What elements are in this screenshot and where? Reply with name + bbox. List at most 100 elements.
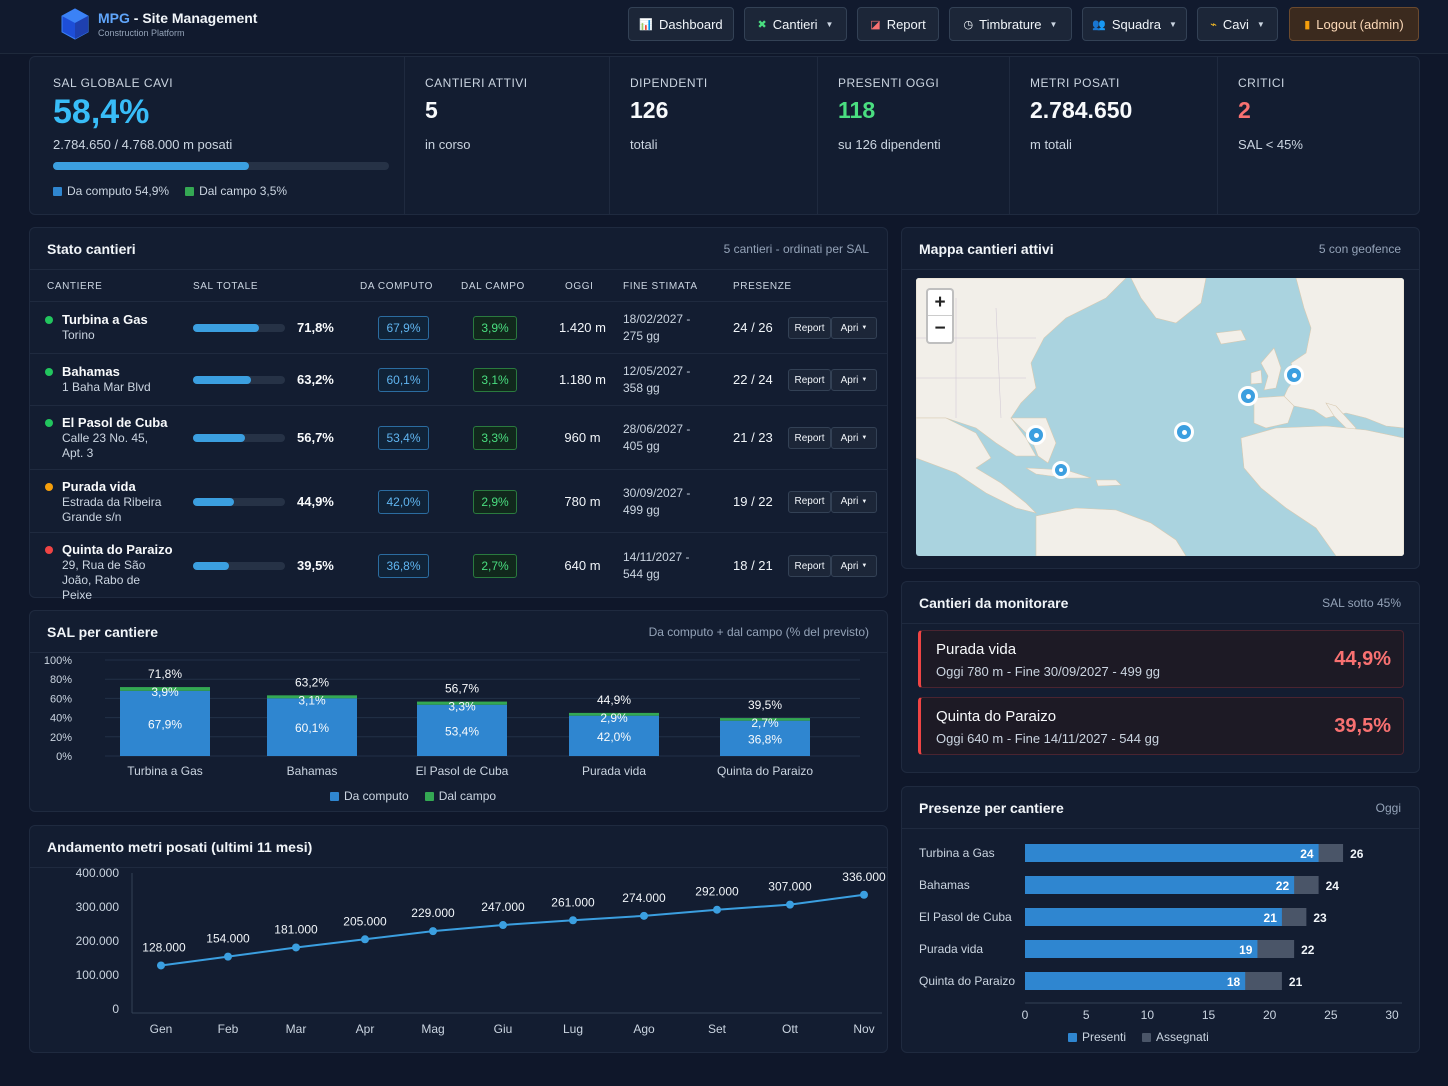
data-point[interactable] xyxy=(860,890,868,899)
chevron-down-icon: ▼ xyxy=(861,498,868,505)
logout-button[interactable]: ▮ Logout (admin) xyxy=(1289,7,1419,41)
status-dot xyxy=(45,368,53,376)
bar-dal-campo[interactable] xyxy=(120,687,210,691)
bar-presenti[interactable] xyxy=(1025,844,1319,862)
apri-dropdown[interactable]: Apri ▼ xyxy=(831,555,877,577)
bar-label-presenti: 18 xyxy=(1227,975,1241,989)
x-tick-label: 0 xyxy=(1022,1008,1029,1022)
monitor-name: Purada vida xyxy=(936,641,1017,658)
cable-icon: ⌁ xyxy=(1210,18,1217,31)
zoom-out-button[interactable]: − xyxy=(934,318,946,339)
panel-header: Andamento metri posati (ultimi 11 mesi) xyxy=(30,826,887,868)
sal-total: 71,8% xyxy=(297,320,334,335)
panel-header: Stato cantieri 5 cantieri - ordinati per… xyxy=(30,228,887,270)
legend-label: Presenti xyxy=(1082,1030,1127,1044)
nav-timbrature-dropdown[interactable]: ◷ Timbrature ▼ xyxy=(949,7,1072,41)
map-canvas[interactable]: + − xyxy=(916,278,1404,556)
zoom-in-button[interactable]: + xyxy=(928,290,952,316)
bar-dal-campo[interactable] xyxy=(417,701,507,705)
map-marker-cuba[interactable] xyxy=(1052,461,1070,479)
data-label: 292.000 xyxy=(695,885,739,899)
bar-label-presenti: 22 xyxy=(1276,879,1290,893)
bar-presenti[interactable] xyxy=(1025,940,1258,958)
bar-da-computo[interactable] xyxy=(417,704,507,756)
bar-presenti[interactable] xyxy=(1025,876,1295,894)
bar-label-assegnati: 21 xyxy=(1289,975,1303,989)
x-tick-label: Purada vida xyxy=(582,764,646,778)
bar-dal-campo[interactable] xyxy=(569,712,659,716)
data-point[interactable] xyxy=(499,921,507,930)
y-tick-label: 200.000 xyxy=(76,934,120,948)
data-point[interactable] xyxy=(640,911,648,920)
brand[interactable]: MPG - Site Management Construction Platf… xyxy=(60,8,257,40)
data-label: 154.000 xyxy=(206,932,250,946)
map-marker-torino[interactable] xyxy=(1284,365,1304,385)
apri-dropdown[interactable]: Apri ▼ xyxy=(831,490,877,513)
data-point[interactable] xyxy=(361,935,369,944)
metri-oggi: 960 m xyxy=(564,430,601,445)
nav-report-button[interactable]: ◪ Report xyxy=(857,7,939,41)
bar-total-label: 39,5% xyxy=(748,698,782,712)
chart-icon: 📊 xyxy=(639,18,654,31)
report-button[interactable]: Report xyxy=(788,555,831,577)
data-point[interactable] xyxy=(786,900,794,909)
bar-dal-campo[interactable] xyxy=(267,695,357,699)
report-button[interactable]: Report xyxy=(788,427,831,449)
y-tick-label: 20% xyxy=(50,732,72,744)
apri-dropdown[interactable]: Apri ▼ xyxy=(831,317,877,339)
table-row[interactable]: El Pasol de Cuba Calle 23 No. 45, Apt. 3… xyxy=(30,405,887,469)
table-row[interactable]: Turbina a Gas Torino 71,8% 67,9% 3,9% 1.… xyxy=(30,301,887,353)
report-button[interactable]: Report xyxy=(788,490,831,513)
data-point[interactable] xyxy=(224,952,232,961)
report-button[interactable]: Report xyxy=(788,317,831,339)
kpi-label: CRITICI xyxy=(1238,76,1285,90)
data-point[interactable] xyxy=(713,905,721,914)
nav-dashboard-button[interactable]: 📊 Dashboard xyxy=(628,7,734,41)
nav-cantieri-dropdown[interactable]: ✖ Cantieri ▼ xyxy=(744,7,847,41)
data-point[interactable] xyxy=(157,961,165,970)
data-label: 247.000 xyxy=(481,900,525,914)
sal-progress-track xyxy=(193,376,285,384)
x-tick-label: Feb xyxy=(218,1022,239,1036)
monitor-card[interactable]: Purada vida Oggi 780 m - Fine 30/09/2027… xyxy=(918,630,1404,688)
map-marker-portugal[interactable] xyxy=(1238,386,1258,406)
panel-title: SAL per cantiere xyxy=(47,624,159,640)
fine-date: 12/05/2027 - xyxy=(623,364,691,378)
monitor-card[interactable]: Quinta do Paraizo Oggi 640 m - Fine 14/1… xyxy=(918,697,1404,755)
data-point[interactable] xyxy=(569,916,577,925)
legend-item: Da computo xyxy=(330,789,409,803)
x-tick-label: Gen xyxy=(150,1022,173,1036)
bar-da-computo[interactable] xyxy=(267,698,357,756)
kpi-metri-posati: METRI POSATI 2.784.650 m totali xyxy=(1010,57,1218,215)
report-button[interactable]: Report xyxy=(788,369,831,391)
nav-squadra-dropdown[interactable]: 👥 Squadra ▼ xyxy=(1082,7,1187,41)
bar-da-computo[interactable] xyxy=(120,690,210,756)
col-header-cantiere: CANTIERE xyxy=(47,281,103,292)
map-marker-azores[interactable] xyxy=(1174,422,1194,442)
apri-dropdown[interactable]: Apri ▼ xyxy=(831,369,877,391)
table-row[interactable]: Quinta do Paraizo 29, Rua de São João, R… xyxy=(30,532,887,602)
bar-label-campo: 3,1% xyxy=(298,693,326,707)
fine-days: 405 gg xyxy=(623,439,660,453)
table-row[interactable]: Bahamas 1 Baha Mar Blvd 63,2% 60,1% 3,1%… xyxy=(30,353,887,405)
world-map xyxy=(916,278,1404,556)
bar-presenti[interactable] xyxy=(1025,908,1282,926)
data-point[interactable] xyxy=(429,927,437,936)
presenze: 19 / 22 xyxy=(733,493,773,509)
data-point[interactable] xyxy=(292,943,300,952)
map-marker-bahamas[interactable] xyxy=(1026,425,1046,445)
bar-dal-campo[interactable] xyxy=(720,718,810,721)
bar-da-computo[interactable] xyxy=(720,720,810,756)
apri-dropdown[interactable]: Apri ▼ xyxy=(831,427,877,449)
kpi-sub: SAL < 45% xyxy=(1238,137,1303,152)
tools-icon: ✖ xyxy=(757,18,767,31)
kpi-sal-globale: SAL GLOBALE CAVI 58,4% 2.784.650 / 4.768… xyxy=(30,57,405,215)
legend-label: Assegnati xyxy=(1156,1030,1209,1044)
bar-presenti[interactable] xyxy=(1025,972,1246,990)
nav-cavi-dropdown[interactable]: ⌁ Cavi ▼ xyxy=(1197,7,1278,41)
table-row[interactable]: Purada vida Estrada da Ribeira Grande s/… xyxy=(30,469,887,532)
fine-date: 28/06/2027 - xyxy=(623,422,691,436)
bar-da-computo[interactable] xyxy=(569,715,659,756)
chevron-down-icon: ▼ xyxy=(1256,19,1265,29)
sal-chart-legend: Da computo Dal campo xyxy=(330,789,496,803)
